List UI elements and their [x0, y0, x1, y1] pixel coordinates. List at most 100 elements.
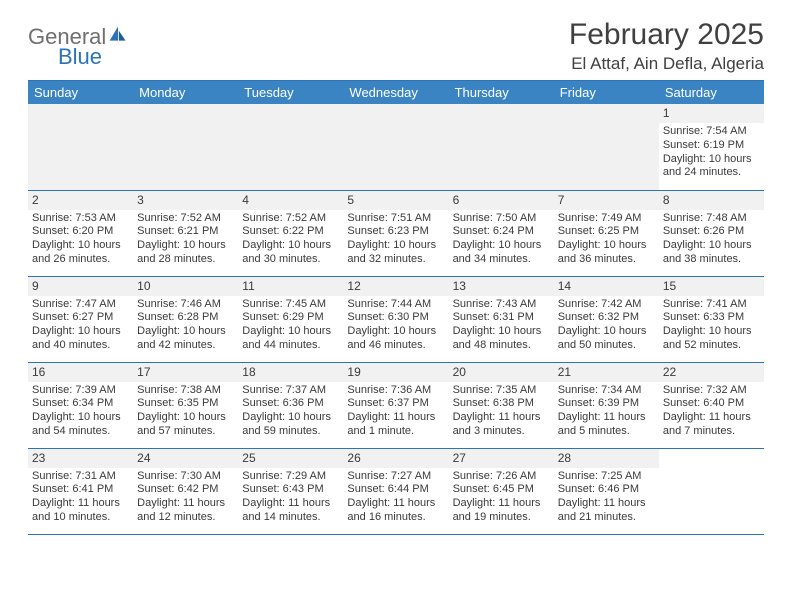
daylight-text: Daylight: 10 hours and 46 minutes.: [347, 325, 444, 353]
day-number: 15: [659, 277, 764, 296]
calendar-day-cell: 28Sunrise: 7:25 AMSunset: 6:46 PMDayligh…: [554, 448, 659, 534]
calendar-day-cell: 17Sunrise: 7:38 AMSunset: 6:35 PMDayligh…: [133, 362, 238, 448]
sunrise-text: Sunrise: 7:29 AM: [242, 470, 339, 484]
sunrise-text: Sunrise: 7:35 AM: [453, 384, 550, 398]
day-number: 25: [238, 449, 343, 468]
sunset-text: Sunset: 6:29 PM: [242, 311, 339, 325]
calendar-day-cell: 24Sunrise: 7:30 AMSunset: 6:42 PMDayligh…: [133, 448, 238, 534]
calendar-day-cell: 7Sunrise: 7:49 AMSunset: 6:25 PMDaylight…: [554, 190, 659, 276]
sunrise-text: Sunrise: 7:36 AM: [347, 384, 444, 398]
calendar-day-cell: 16Sunrise: 7:39 AMSunset: 6:34 PMDayligh…: [28, 362, 133, 448]
calendar-day-cell: 15Sunrise: 7:41 AMSunset: 6:33 PMDayligh…: [659, 276, 764, 362]
day-number: 10: [133, 277, 238, 296]
sunset-text: Sunset: 6:32 PM: [558, 311, 655, 325]
day-number: 8: [659, 191, 764, 210]
title-block: February 2025 El Attaf, Ain Defla, Alger…: [569, 18, 764, 74]
daylight-text: Daylight: 10 hours and 59 minutes.: [242, 411, 339, 439]
calendar-day-cell: 19Sunrise: 7:36 AMSunset: 6:37 PMDayligh…: [343, 362, 448, 448]
sunset-text: Sunset: 6:39 PM: [558, 397, 655, 411]
calendar-day-cell: [133, 104, 238, 190]
sunrise-text: Sunrise: 7:27 AM: [347, 470, 444, 484]
daylight-text: Daylight: 10 hours and 34 minutes.: [453, 239, 550, 267]
day-number: 28: [554, 449, 659, 468]
day-number: 12: [343, 277, 448, 296]
daylight-text: Daylight: 11 hours and 12 minutes.: [137, 497, 234, 525]
day-number: 4: [238, 191, 343, 210]
weekday-header-row: Sunday Monday Tuesday Wednesday Thursday…: [28, 81, 764, 105]
calendar-day-cell: 9Sunrise: 7:47 AMSunset: 6:27 PMDaylight…: [28, 276, 133, 362]
calendar-day-cell: 10Sunrise: 7:46 AMSunset: 6:28 PMDayligh…: [133, 276, 238, 362]
calendar-day-cell: 22Sunrise: 7:32 AMSunset: 6:40 PMDayligh…: [659, 362, 764, 448]
calendar-day-cell: 6 Sunrise: 7:50 AMSunset: 6:24 PMDaylight…: [449, 190, 554, 276]
day-number: 19: [343, 363, 448, 382]
day-number: 9: [28, 277, 133, 296]
daylight-text: Daylight: 10 hours and 48 minutes.: [453, 325, 550, 353]
day-number: 20: [449, 363, 554, 382]
day-number: 5: [343, 191, 448, 210]
daylight-text: Daylight: 10 hours and 36 minutes.: [558, 239, 655, 267]
sunset-text: Sunset: 6:26 PM: [663, 225, 760, 239]
daylight-text: Daylight: 11 hours and 1 minute.: [347, 411, 444, 439]
calendar-day-cell: 26Sunrise: 7:27 AMSunset: 6:44 PMDayligh…: [343, 448, 448, 534]
calendar-day-cell: 18Sunrise: 7:37 AMSunset: 6:36 PMDayligh…: [238, 362, 343, 448]
daylight-text: Daylight: 11 hours and 3 minutes.: [453, 411, 550, 439]
weekday-header: Friday: [554, 81, 659, 105]
day-number: 2: [28, 191, 133, 210]
daylight-text: Daylight: 11 hours and 16 minutes.: [347, 497, 444, 525]
calendar-day-cell: 25Sunrise: 7:29 AMSunset: 6:43 PMDayligh…: [238, 448, 343, 534]
calendar-day-cell: 13 Sunrise: 7:43 AMSunset: 6:31 PMDayligh…: [449, 276, 554, 362]
daylight-text: Daylight: 10 hours and 30 minutes.: [242, 239, 339, 267]
sunset-text: Sunset: 6:36 PM: [242, 397, 339, 411]
calendar-table: Sunday Monday Tuesday Wednesday Thursday…: [28, 80, 764, 534]
daylight-text: Daylight: 10 hours and 26 minutes.: [32, 239, 129, 267]
sunrise-text: Sunrise: 7:41 AM: [663, 298, 760, 312]
sunrise-text: Sunrise: 7:47 AM: [32, 298, 129, 312]
month-title: February 2025: [569, 18, 764, 52]
brand-part2: Blue: [58, 44, 102, 69]
calendar-day-cell: [28, 104, 133, 190]
sunset-text: Sunset: 6:24 PM: [453, 225, 550, 239]
sunset-text: Sunset: 6:40 PM: [663, 397, 760, 411]
sunset-text: Sunset: 6:28 PM: [137, 311, 234, 325]
weekday-header: Tuesday: [238, 81, 343, 105]
daylight-text: Daylight: 10 hours and 44 minutes.: [242, 325, 339, 353]
calendar-day-cell: [554, 104, 659, 190]
sunset-text: Sunset: 6:34 PM: [32, 397, 129, 411]
sunset-text: Sunset: 6:43 PM: [242, 483, 339, 497]
day-number: 27: [449, 449, 554, 468]
day-number: 1: [659, 104, 764, 123]
calendar-day-cell: 23Sunrise: 7:31 AMSunset: 6:41 PMDayligh…: [28, 448, 133, 534]
weekday-header: Wednesday: [343, 81, 448, 105]
calendar-day-cell: 27Sunrise: 7:26 AMSunset: 6:45 PMDayligh…: [449, 448, 554, 534]
daylight-text: Daylight: 10 hours and 28 minutes.: [137, 239, 234, 267]
daylight-text: Daylight: 10 hours and 42 minutes.: [137, 325, 234, 353]
calendar-day-cell: 20Sunrise: 7:35 AMSunset: 6:38 PMDayligh…: [449, 362, 554, 448]
daylight-text: Daylight: 10 hours and 24 minutes.: [663, 153, 760, 181]
weekday-header: Sunday: [28, 81, 133, 105]
sunrise-text: Sunrise: 7:43 AM: [453, 298, 550, 312]
sunrise-text: Sunrise: 7:42 AM: [558, 298, 655, 312]
sunset-text: Sunset: 6:27 PM: [32, 311, 129, 325]
calendar-day-cell: 8Sunrise: 7:48 AMSunset: 6:26 PMDaylight…: [659, 190, 764, 276]
daylight-text: Daylight: 11 hours and 7 minutes.: [663, 411, 760, 439]
day-number: 24: [133, 449, 238, 468]
day-number: 13: [449, 277, 554, 296]
day-number: 3: [133, 191, 238, 210]
day-number: 21: [554, 363, 659, 382]
daylight-text: Daylight: 11 hours and 19 minutes.: [453, 497, 550, 525]
brand-logo: GeneralBlue: [28, 18, 128, 70]
sunset-text: Sunset: 6:45 PM: [453, 483, 550, 497]
day-number: 18: [238, 363, 343, 382]
daylight-text: Daylight: 11 hours and 10 minutes.: [32, 497, 129, 525]
sunset-text: Sunset: 6:25 PM: [558, 225, 655, 239]
calendar-day-cell: 5Sunrise: 7:51 AMSunset: 6:23 PMDaylight…: [343, 190, 448, 276]
day-number: 23: [28, 449, 133, 468]
sunset-text: Sunset: 6:30 PM: [347, 311, 444, 325]
sunset-text: Sunset: 6:35 PM: [137, 397, 234, 411]
sunrise-text: Sunrise: 7:50 AM: [453, 212, 550, 226]
sunrise-text: Sunrise: 7:52 AM: [137, 212, 234, 226]
sunset-text: Sunset: 6:41 PM: [32, 483, 129, 497]
sunset-text: Sunset: 6:31 PM: [453, 311, 550, 325]
calendar-week-row: 16Sunrise: 7:39 AMSunset: 6:34 PMDayligh…: [28, 362, 764, 448]
day-number: 6: [449, 191, 554, 210]
